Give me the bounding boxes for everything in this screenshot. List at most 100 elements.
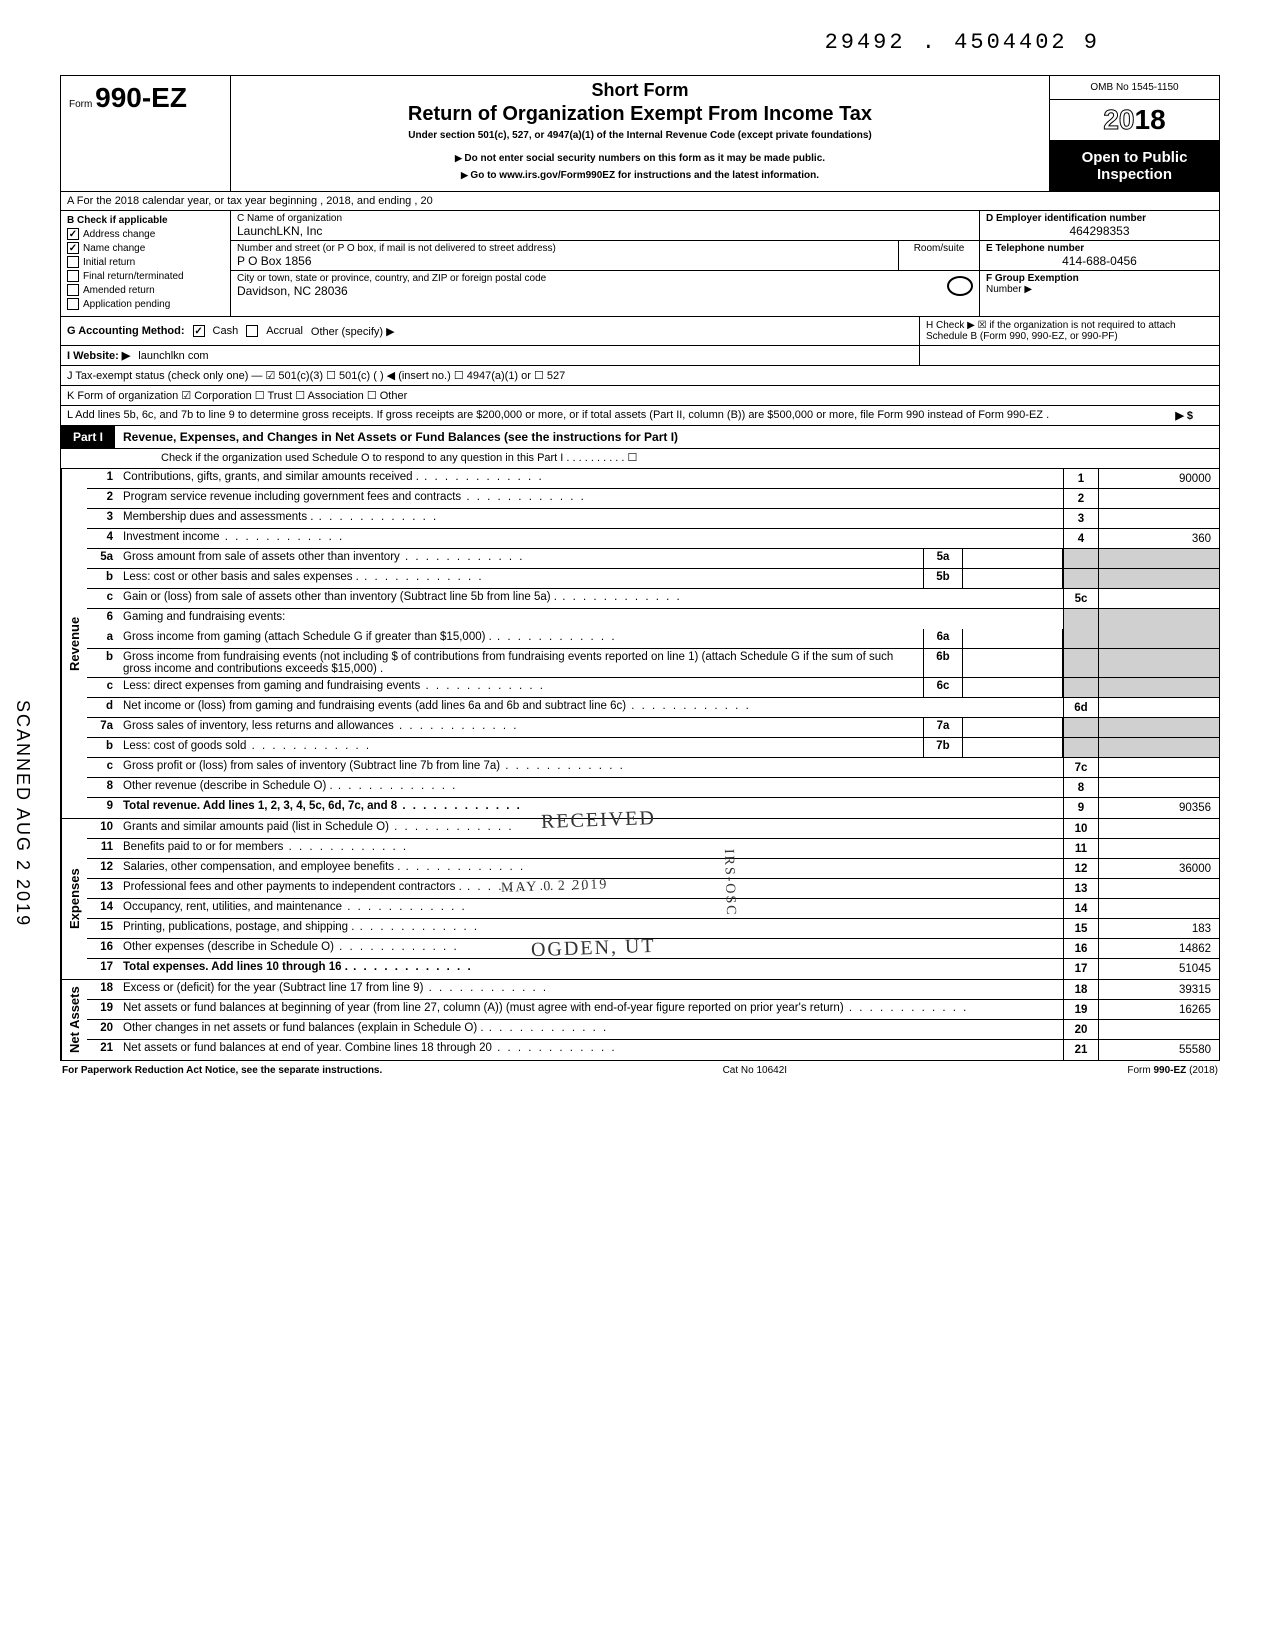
netassets-label: Net Assets xyxy=(61,980,87,1060)
rv xyxy=(1099,629,1219,648)
chk-accrual[interactable] xyxy=(246,325,258,337)
ld: Investment income xyxy=(117,529,1063,548)
ln: a xyxy=(87,629,117,648)
line-j: J Tax-exempt status (check only one) — ☑… xyxy=(61,366,1219,386)
rv xyxy=(1099,678,1219,697)
ln: 19 xyxy=(87,1000,117,1019)
rv: 360 xyxy=(1099,529,1219,548)
rn: 21 xyxy=(1063,1040,1099,1060)
ein-value: 464298353 xyxy=(986,224,1213,238)
rn: 6d xyxy=(1063,698,1099,717)
ln: 7a xyxy=(87,718,117,737)
rv xyxy=(1099,879,1219,898)
ln: 11 xyxy=(87,839,117,858)
mv xyxy=(963,549,1063,568)
ld: Contributions, gifts, grants, and simila… xyxy=(117,469,1063,488)
ln: 14 xyxy=(87,899,117,918)
ld: Less: cost of goods sold xyxy=(117,738,923,757)
chk-address[interactable]: ✓ xyxy=(67,228,79,240)
form-prefix: Form xyxy=(69,99,92,110)
f-group-sub: Number ▶ xyxy=(986,284,1213,295)
ln: 20 xyxy=(87,1020,117,1039)
rn: 15 xyxy=(1063,919,1099,938)
rv xyxy=(1099,1020,1219,1039)
chk-amended[interactable] xyxy=(67,284,79,296)
ln: b xyxy=(87,649,117,677)
ln: 2 xyxy=(87,489,117,508)
entity-block: B Check if applicable ✓Address change ✓N… xyxy=(61,211,1219,317)
rv xyxy=(1099,839,1219,858)
page-footer: For Paperwork Reduction Act Notice, see … xyxy=(60,1061,1220,1076)
rv: 16265 xyxy=(1099,1000,1219,1019)
footer-mid: Cat No 10642I xyxy=(723,1065,788,1076)
c-addr-label: Number and street (or P O box, if mail i… xyxy=(237,243,892,254)
ln: 9 xyxy=(87,798,117,818)
lbl-name: Name change xyxy=(83,243,145,254)
part1-label: Part I xyxy=(61,426,115,448)
ld: Gross profit or (loss) from sales of inv… xyxy=(117,758,1063,777)
tel-value: 414-688-0456 xyxy=(986,254,1213,268)
ln: c xyxy=(87,678,117,697)
omb-number: OMB No 1545-1150 xyxy=(1050,76,1219,100)
org-city: Davidson, NC 28036 xyxy=(237,284,939,298)
chk-name[interactable]: ✓ xyxy=(67,242,79,254)
rv xyxy=(1099,549,1219,568)
ld: Net assets or fund balances at beginning… xyxy=(117,1000,1063,1019)
chk-cash[interactable]: ✓ xyxy=(193,325,205,337)
footer-left: For Paperwork Reduction Act Notice, see … xyxy=(62,1065,382,1076)
col-def: D Employer identification number 4642983… xyxy=(979,211,1219,316)
ld: Occupancy, rent, utilities, and maintena… xyxy=(117,899,1063,918)
ln: 6 xyxy=(87,609,117,629)
header-right: OMB No 1545-1150 2018 Open to Public Ins… xyxy=(1049,76,1219,191)
ld: Program service revenue including govern… xyxy=(117,489,1063,508)
rv: 14862 xyxy=(1099,939,1219,958)
lbl-pending: Application pending xyxy=(83,299,170,310)
lbl-amended: Amended return xyxy=(83,285,155,296)
ln: 1 xyxy=(87,469,117,488)
rn: 19 xyxy=(1063,1000,1099,1019)
lbl-other: Other (specify) ▶ xyxy=(311,325,395,338)
chk-pending[interactable] xyxy=(67,298,79,310)
ln: 3 xyxy=(87,509,117,528)
rn: 5c xyxy=(1063,589,1099,608)
rv: 55580 xyxy=(1099,1040,1219,1060)
org-addr: P O Box 1856 xyxy=(237,254,892,268)
ln: 21 xyxy=(87,1040,117,1060)
ld: Printing, publications, postage, and shi… xyxy=(117,919,1063,938)
line-i: I Website: ▶ launchlkn com xyxy=(61,346,1219,366)
rv: 90356 xyxy=(1099,798,1219,818)
ln: d xyxy=(87,698,117,717)
ln: 18 xyxy=(87,980,117,999)
ld: Net income or (loss) from gaming and fun… xyxy=(117,698,1063,717)
line-k: K Form of organization ☑ Corporation ☐ T… xyxy=(61,386,1219,406)
form-990ez: Form 990-EZ Short Form Return of Organiz… xyxy=(60,75,1220,1061)
rn: 10 xyxy=(1063,819,1099,838)
rn xyxy=(1063,678,1099,697)
form-header: Form 990-EZ Short Form Return of Organiz… xyxy=(61,76,1219,192)
rn xyxy=(1063,718,1099,737)
ln: b xyxy=(87,569,117,588)
rn: 8 xyxy=(1063,778,1099,797)
chk-final[interactable] xyxy=(67,270,79,282)
l-text: L Add lines 5b, 6c, and 7b to line 9 to … xyxy=(67,409,1155,422)
mb: 6b xyxy=(923,649,963,677)
ln: 8 xyxy=(87,778,117,797)
rn: 14 xyxy=(1063,899,1099,918)
g-label: G Accounting Method: xyxy=(67,325,185,337)
chk-initial[interactable] xyxy=(67,256,79,268)
rn: 18 xyxy=(1063,980,1099,999)
mv xyxy=(963,629,1063,648)
rv xyxy=(1099,738,1219,757)
col-c-org: C Name of organization LaunchLKN, Inc Nu… xyxy=(231,211,979,316)
ld: Other changes in net assets or fund bala… xyxy=(117,1020,1063,1039)
mb: 6c xyxy=(923,678,963,697)
rn: 13 xyxy=(1063,879,1099,898)
ld: Net assets or fund balances at end of ye… xyxy=(117,1040,1063,1060)
ln: 5a xyxy=(87,549,117,568)
ld: Gain or (loss) from sale of assets other… xyxy=(117,589,1063,608)
rv xyxy=(1099,718,1219,737)
rn: 12 xyxy=(1063,859,1099,878)
revenue-section: Revenue 1Contributions, gifts, grants, a… xyxy=(61,469,1219,819)
ld: Less: cost or other basis and sales expe… xyxy=(117,569,923,588)
handwritten-mark xyxy=(947,276,973,296)
